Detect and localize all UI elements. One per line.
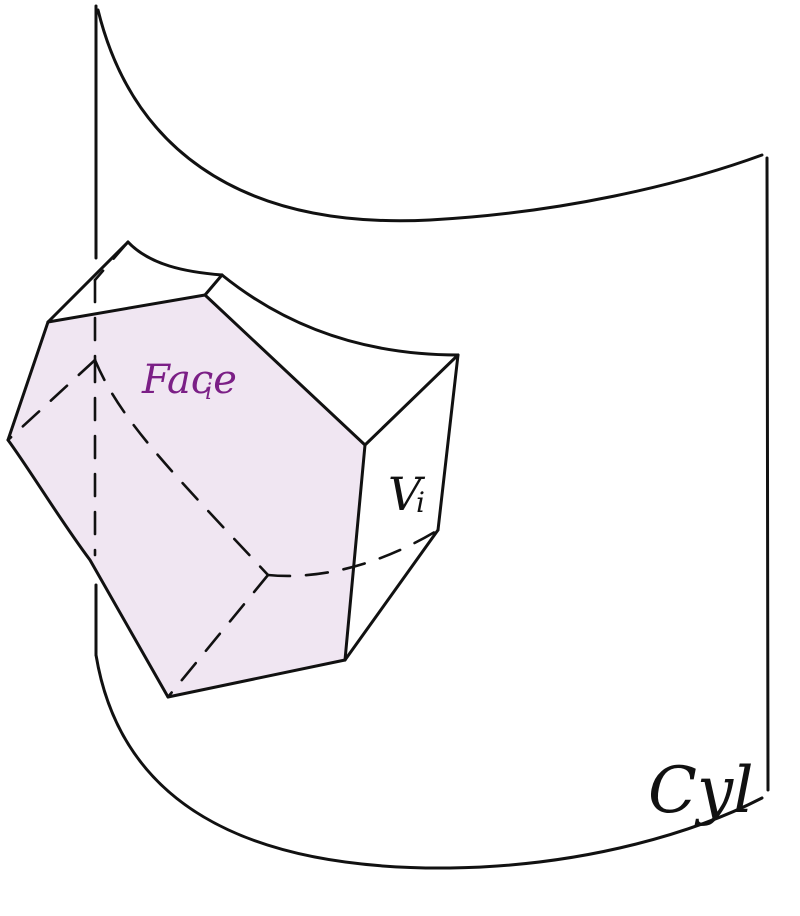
face-region: [8, 295, 365, 697]
face-label: Face: [141, 357, 237, 403]
cell-right-top-edge: [363, 353, 460, 447]
cell-right-vertical: [436, 353, 460, 532]
face-outline-left-lower: [6, 438, 170, 699]
cell-label: V: [388, 467, 426, 521]
face-outline-right: [343, 443, 367, 662]
cylinder-label: Cyl: [648, 754, 754, 828]
cylinder-top-curve: [96, 8, 764, 223]
face-outline-right-upper: [203, 293, 367, 447]
face-outline-top: [46, 293, 207, 324]
hidden-edge-top-left: [93, 240, 130, 282]
cylinder: [94, 4, 770, 870]
face-outline-bottom: [166, 658, 347, 699]
cylinder-right-edge: [765, 156, 770, 792]
cell-top-curve: [126, 240, 224, 277]
face-outline-left-upper: [6, 320, 50, 442]
face-label-index: i: [205, 380, 212, 405]
cell-top-short-edge: [203, 273, 224, 297]
cell-top-left-edge: [46, 240, 130, 324]
cell-upper-right-curve: [220, 273, 460, 357]
cell-label-index: i: [416, 486, 425, 519]
cell-solid-edges: [6, 240, 460, 699]
hidden-edge-center-bottom: [166, 573, 270, 699]
cell-hidden-edges: [6, 240, 440, 699]
hidden-edge-left-diagonal: [6, 358, 97, 442]
hidden-edge-center-right: [266, 528, 440, 578]
cylinder-bottom-curve: [94, 653, 764, 870]
cell-right-bottom-edge: [343, 528, 440, 662]
